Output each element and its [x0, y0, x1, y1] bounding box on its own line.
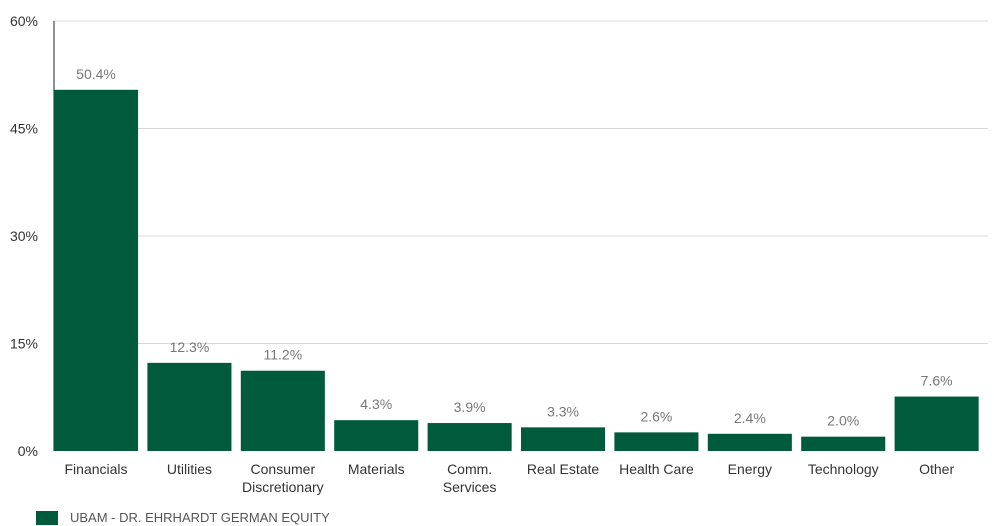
- legend-swatch: [36, 511, 58, 525]
- data-label: 4.3%: [360, 396, 392, 412]
- data-label: 11.2%: [263, 347, 302, 363]
- x-tick-label: Health Care: [619, 461, 694, 477]
- data-label: 7.6%: [921, 373, 953, 389]
- x-tick-label: Real Estate: [527, 461, 600, 477]
- data-label: 12.3%: [170, 339, 210, 355]
- x-tick-label: Energy: [728, 461, 772, 477]
- bar: [614, 432, 699, 451]
- bar: [147, 362, 232, 451]
- data-label: 2.0%: [827, 413, 859, 429]
- x-tick-label: Utilities: [167, 461, 212, 477]
- legend-label: UBAM - DR. EHRHARDT GERMAN EQUITY: [70, 510, 330, 525]
- legend: UBAM - DR. EHRHARDT GERMAN EQUITY: [36, 511, 330, 525]
- bar: [801, 436, 886, 451]
- bar: [521, 427, 606, 451]
- data-label: 3.3%: [547, 403, 579, 419]
- x-tick-label: Other: [919, 461, 954, 477]
- labels-layer: 0% 15% 30% 45% 60% 50.4% Financials 12.3% Utilit…: [10, 13, 955, 495]
- y-tick-label: 0%: [18, 443, 38, 459]
- x-tick-label: Comm. Services: [443, 461, 497, 495]
- bar: [54, 89, 139, 452]
- y-tick-label: 15%: [10, 336, 38, 352]
- bar: [240, 370, 325, 451]
- x-tick-label: Technology: [808, 461, 879, 477]
- data-label: 2.6%: [640, 408, 672, 424]
- bar: [894, 396, 979, 451]
- y-tick-label: 30%: [10, 228, 38, 244]
- data-label: 3.9%: [454, 399, 486, 415]
- data-label: 50.4%: [76, 66, 116, 82]
- x-tick-label: Materials: [348, 461, 405, 477]
- y-tick-label: 60%: [10, 13, 38, 29]
- x-tick-label: Consumer Discretionary: [242, 461, 324, 495]
- bars-layer: [54, 89, 979, 452]
- bar: [334, 420, 419, 451]
- bar: [427, 423, 512, 451]
- bar-chart: 0% 15% 30% 45% 60% 50.4% Financials 12.3% Utilit…: [10, 13, 988, 495]
- data-label: 2.4%: [734, 410, 766, 426]
- x-tick-label: Financials: [65, 461, 128, 477]
- y-tick-label: 45%: [10, 121, 38, 137]
- bar: [707, 433, 792, 451]
